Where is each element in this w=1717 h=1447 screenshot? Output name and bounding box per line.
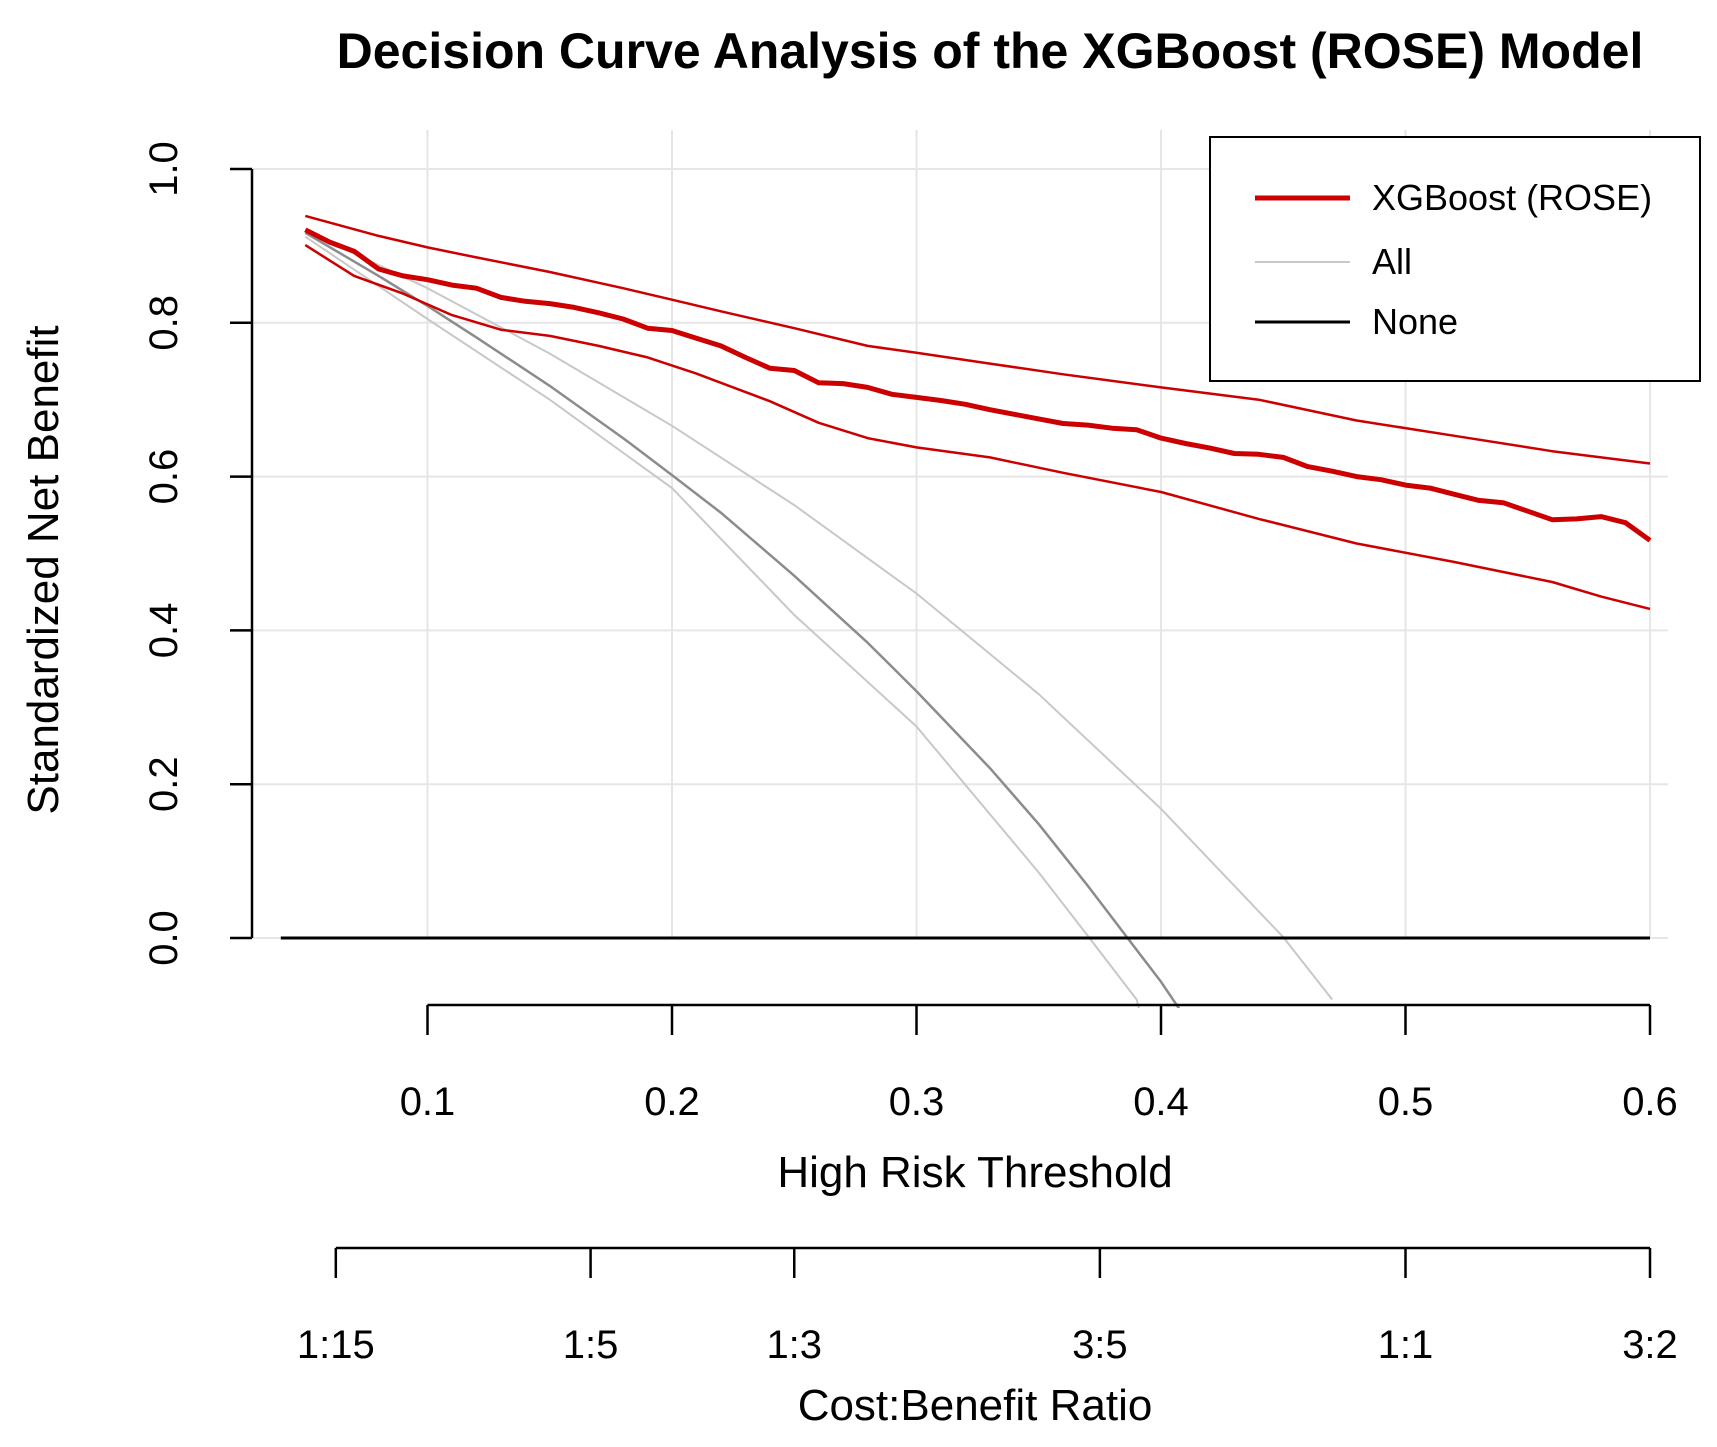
y-axis-title: Standardized Net Benefit bbox=[19, 325, 68, 814]
y-tick-label-5: 1.0 bbox=[142, 141, 186, 197]
series-line-model-0 bbox=[304, 227, 1652, 543]
cost-benefit-axis-title: Cost:Benefit Ratio bbox=[798, 1381, 1153, 1430]
cost-benefit-tick-label-2: 1:3 bbox=[766, 1323, 822, 1367]
y-tick-label-2: 0.4 bbox=[142, 603, 186, 659]
y-tick-label-3: 0.6 bbox=[142, 449, 186, 505]
cost-benefit-tick-label-3: 3:5 bbox=[1072, 1323, 1128, 1367]
legend-label-none: None bbox=[1372, 301, 1458, 342]
series-line-model-ci-1 bbox=[304, 244, 1651, 611]
chart-title: Decision Curve Analysis of the XGBoost (… bbox=[337, 23, 1644, 79]
y-tick-label-4: 0.8 bbox=[142, 295, 186, 351]
axis-layer: 0.0 0.2 0.4 0.6 0.8 1.0 0.1 0.2 0.3 0.4 0.5 0.6 1:15… bbox=[142, 141, 1678, 1367]
series-line-all-ci-1 bbox=[304, 235, 1140, 1008]
x-tick-label-5: 0.6 bbox=[1622, 1080, 1678, 1124]
x-tick-label-2: 0.3 bbox=[889, 1080, 945, 1124]
cost-benefit-tick-label-4: 1:1 bbox=[1378, 1323, 1434, 1367]
x-tick-label-1: 0.2 bbox=[644, 1080, 700, 1124]
x-tick-label-4: 0.5 bbox=[1378, 1080, 1434, 1124]
series-layer bbox=[280, 214, 1652, 940]
legend-label-model: XGBoost (ROSE) bbox=[1372, 177, 1652, 218]
legend-label-all: All bbox=[1372, 241, 1412, 282]
y-tick-label-1: 0.2 bbox=[142, 756, 186, 812]
series-line-all-ci-0 bbox=[304, 229, 1333, 1001]
x-axis-title: High Risk Threshold bbox=[777, 1148, 1172, 1197]
ci-lines-layer bbox=[304, 229, 1333, 1008]
series-line-model-ci-0 bbox=[304, 214, 1651, 465]
y-tick-label-0: 0.0 bbox=[142, 910, 186, 966]
cost-benefit-tick-label-1: 1:5 bbox=[563, 1323, 619, 1367]
cost-benefit-tick-label-0: 1:15 bbox=[297, 1323, 375, 1367]
legend: XGBoost (ROSE) All None bbox=[1209, 136, 1701, 382]
x-tick-label-3: 0.4 bbox=[1133, 1080, 1189, 1124]
cost-benefit-tick-label-5: 3:2 bbox=[1622, 1323, 1678, 1367]
series-line-all-0 bbox=[304, 231, 1181, 1008]
x-tick-label-0: 0.1 bbox=[400, 1080, 456, 1124]
legend-box bbox=[1209, 136, 1701, 382]
